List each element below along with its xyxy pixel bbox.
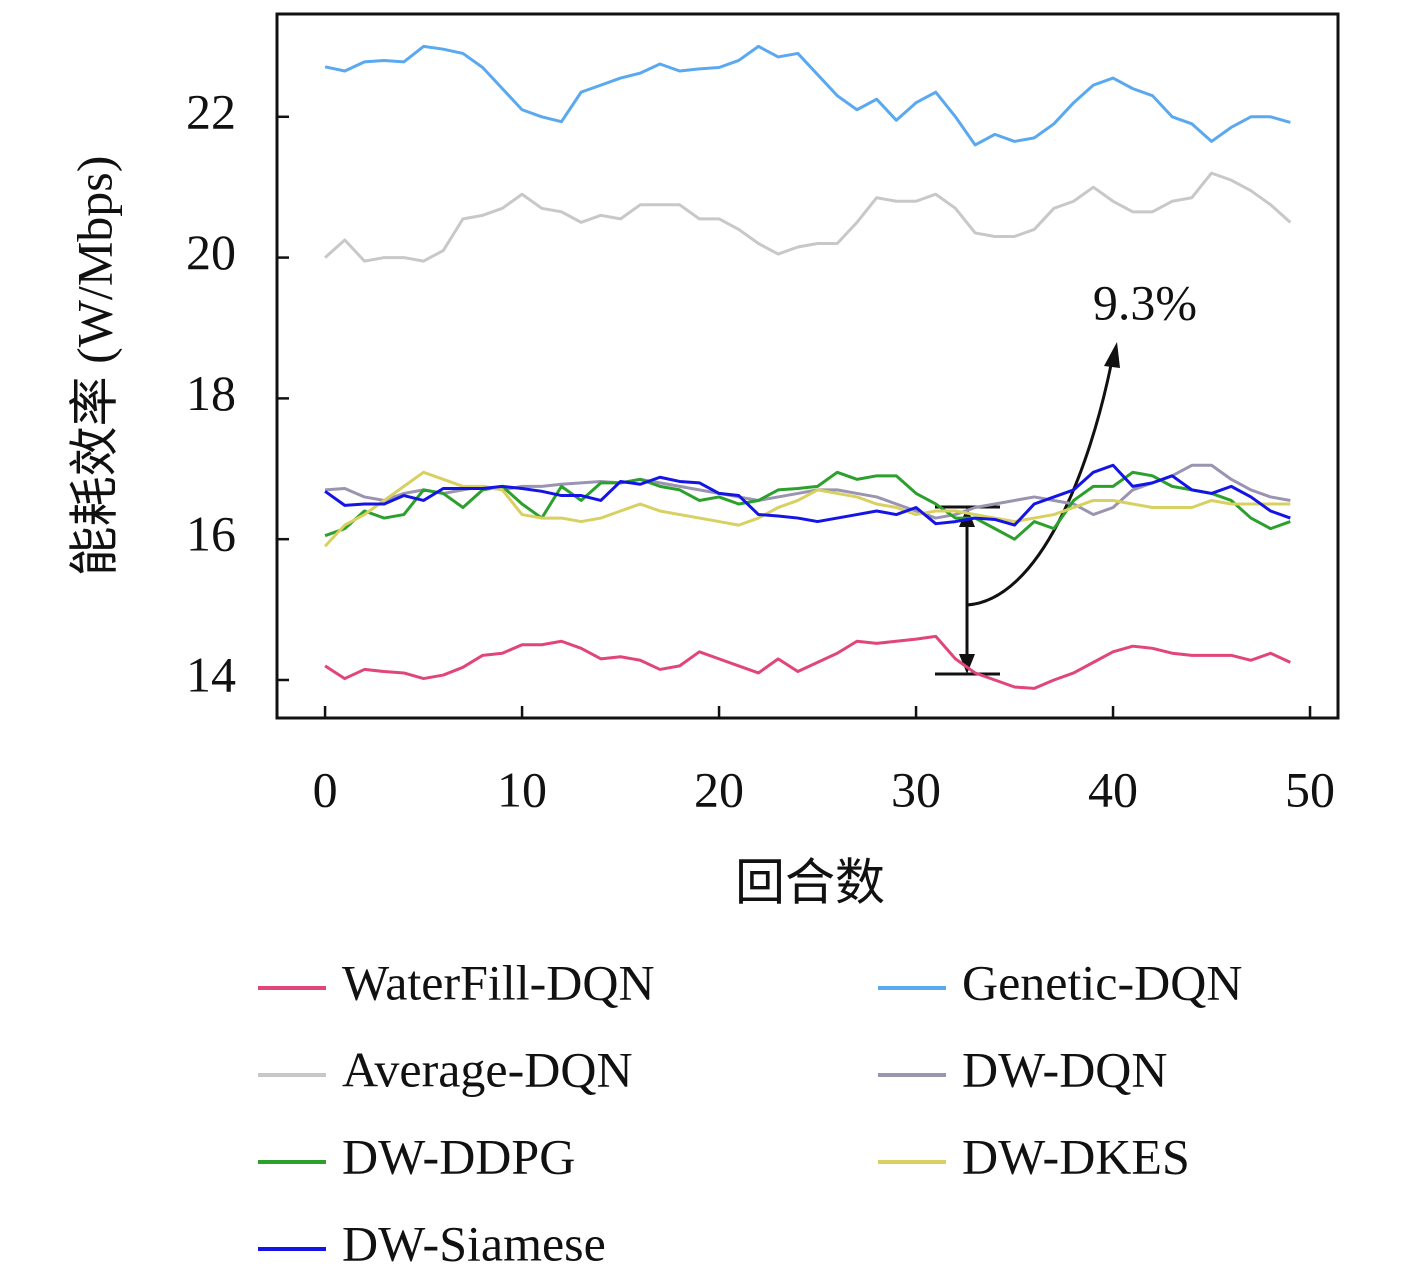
- x-tick-label: 50: [1285, 761, 1335, 817]
- legend-label: DW-DDPG: [342, 1128, 575, 1184]
- x-tick-label: 30: [891, 761, 941, 817]
- legend-label: WaterFill-DQN: [342, 954, 655, 1010]
- x-axis-label: 回合数: [735, 854, 885, 910]
- y-tick-label: 18: [186, 365, 236, 421]
- legend-label: Average-DQN: [342, 1041, 633, 1097]
- series-line: [324, 44, 1291, 147]
- legend-label: DW-DKES: [962, 1128, 1190, 1184]
- series-line: [324, 171, 1292, 263]
- annotation: 9.3%: [1093, 274, 1197, 330]
- y-tick-label: 22: [186, 83, 236, 139]
- x-tick-label: 0: [313, 761, 338, 817]
- arrow-head: [1104, 342, 1120, 368]
- series-line: [324, 634, 1291, 690]
- y-tick-label: 14: [186, 646, 236, 702]
- arrow-head: [959, 654, 975, 674]
- legend-label: DW-DQN: [962, 1041, 1168, 1097]
- annotation-arrow: [935, 342, 1120, 676]
- legend-label: Genetic-DQN: [962, 954, 1242, 1010]
- x-tick-label: 40: [1088, 761, 1138, 817]
- x-tick-label: 10: [497, 761, 547, 817]
- series-line: [324, 463, 1291, 527]
- plot-frame: [275, 12, 1340, 720]
- y-tick-label: 16: [186, 506, 236, 562]
- y-axis-label: 能耗效率 (W/Mbps): [66, 156, 122, 577]
- curve-arrow: [966, 359, 1114, 607]
- x-tick-label: 20: [694, 761, 744, 817]
- legend-label: DW-Siamese: [342, 1215, 606, 1271]
- y-tick-label: 20: [186, 224, 236, 280]
